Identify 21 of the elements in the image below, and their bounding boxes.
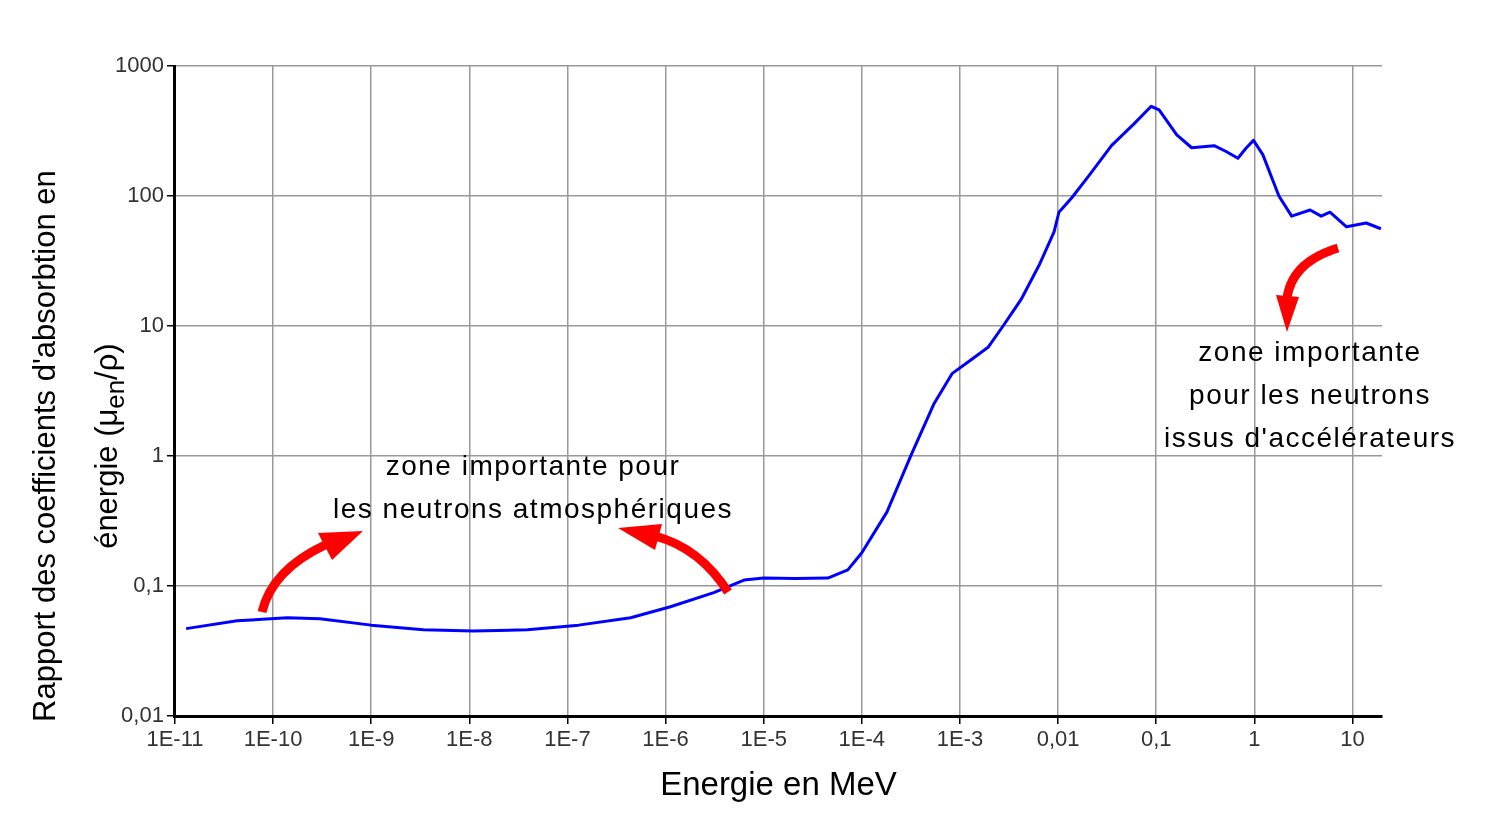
x-tick-label: 1E-5	[740, 726, 787, 752]
x-axis-title: Energie en MeV	[660, 765, 897, 803]
x-tick-label: 1	[1248, 726, 1261, 752]
annotation: zone importante pour les neutrons issus d'accélérateurs	[1163, 335, 1457, 453]
annotation: zone importante pour les neutrons atmosphériques	[332, 449, 734, 524]
x-tick-label: 1E-10	[243, 726, 303, 752]
x-tick-label: 1E-9	[347, 726, 395, 752]
x-tick-label: 1E-11	[146, 726, 204, 752]
x-tick-label: 0,01	[1036, 726, 1080, 752]
y-tick-label: 1000	[114, 52, 164, 78]
y-tick-label: 10	[139, 312, 164, 338]
y-tick-label: 0,1	[133, 572, 164, 598]
x-tick-label: 0,1	[1140, 726, 1172, 752]
y-tick-label: 1	[151, 442, 164, 468]
y-tick-label: 100	[127, 182, 164, 208]
x-tick-label: 1E-3	[936, 726, 984, 752]
x-tick-label: 10	[1340, 726, 1365, 752]
x-tick-label: 1E-4	[838, 726, 886, 752]
x-tick-label: 1E-7	[544, 726, 591, 752]
x-tick-label: 1E-8	[446, 726, 493, 752]
x-tick-label: 1E-6	[642, 726, 689, 752]
